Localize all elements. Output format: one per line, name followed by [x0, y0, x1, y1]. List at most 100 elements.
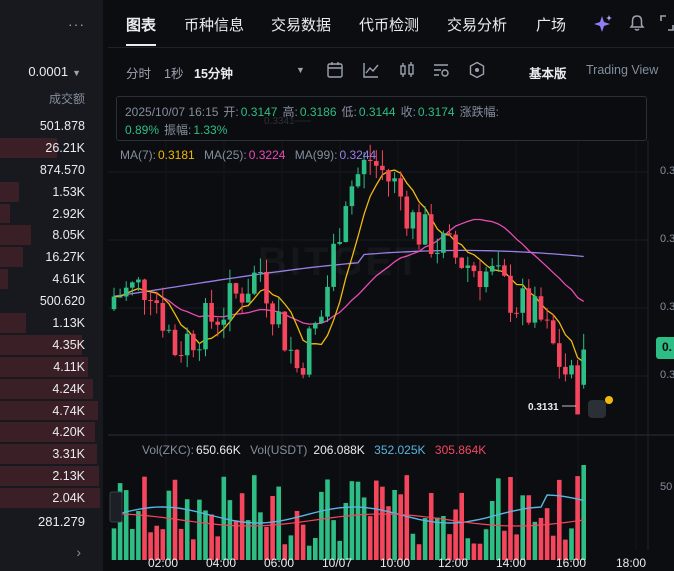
ohlc-datetime: 2025/10/07 16:15 [125, 105, 219, 119]
mode-basic[interactable]: 基本版 [529, 67, 567, 81]
orderbook-row[interactable]: 1.13K [0, 312, 103, 334]
orderbook-value: 26.21K [45, 140, 85, 155]
volume-bar [569, 528, 574, 560]
candle-body [123, 287, 129, 297]
candle-body [526, 288, 532, 323]
precision-select[interactable]: 0.0001 ▼ [28, 64, 81, 79]
calendar-icon[interactable] [326, 61, 344, 79]
orderbook-row[interactable]: 4.24K [0, 378, 103, 400]
candle-body [319, 316, 324, 324]
tab-trade-analysis[interactable]: 交易分析 [447, 17, 508, 34]
depth-bar [0, 334, 83, 355]
volume-bar [300, 524, 306, 560]
candle-body [496, 265, 501, 267]
orderbook-row[interactable]: 2.13K [0, 465, 103, 487]
vol-usdt-label: Vol(USDT) [250, 443, 308, 457]
candle-body [538, 296, 544, 320]
volume-bar [471, 543, 477, 560]
price-axis-label: 0.3 [660, 369, 674, 381]
candle-body [306, 328, 312, 375]
orderbook-row[interactable]: 500.620 [0, 290, 103, 312]
volume-bar [514, 534, 519, 560]
candle-body [361, 159, 367, 175]
candle-body [483, 271, 489, 288]
chart-canvas[interactable]: 0.33410.31310.30.30.30.35002:0004:0006:0… [108, 90, 674, 571]
tab-token-check[interactable]: 代币检测 [359, 17, 420, 34]
tab-square[interactable]: 广场 [536, 17, 567, 34]
volume-bar [367, 516, 373, 560]
candle-body [392, 178, 397, 182]
volume-bar [349, 481, 355, 560]
tab-chart[interactable]: 图表 [126, 17, 157, 34]
orderbook-row[interactable]: 1.53K [0, 181, 103, 203]
volume-bar [557, 479, 562, 560]
orderbook-row[interactable]: 874.570 [0, 159, 103, 181]
tab-coin-info[interactable]: 币种信息 [184, 17, 245, 34]
candle-body [367, 159, 373, 162]
chevron-right-icon[interactable]: › [76, 544, 81, 560]
settings-list-icon[interactable] [432, 61, 450, 79]
ma99-value: 0.3244 [339, 148, 377, 162]
vol-ma2-value: 305.864K [434, 443, 487, 457]
volume-bar [581, 465, 586, 560]
volume-bar [325, 479, 330, 560]
orderbook-row[interactable]: 4.35K [0, 334, 103, 356]
time-axis-label: 14:00 [496, 556, 526, 570]
orderbook-row[interactable]: 8.05K [0, 224, 103, 246]
orderbook-row[interactable]: 4.20K [0, 421, 103, 443]
hexagon-icon[interactable] [468, 61, 486, 79]
orderbook-row[interactable]: 4.74K [0, 400, 103, 422]
bell-icon[interactable] [628, 14, 646, 32]
candle-body [160, 303, 166, 331]
candle-body [227, 283, 233, 320]
candle-body [239, 293, 245, 303]
volume-bar [288, 535, 294, 560]
ma7-value: 0.3181 [158, 148, 195, 162]
timeframe-15m[interactable]: 15分钟 [194, 67, 233, 81]
tab-trade-data[interactable]: 交易数据 [271, 17, 332, 34]
timeframe-line[interactable]: 分时 [126, 67, 152, 81]
volume-bar [227, 500, 233, 560]
orderbook-row[interactable]: 4.61K [0, 268, 103, 290]
volume-bar [166, 490, 172, 560]
ai-sparkle-icon[interactable] [593, 14, 613, 34]
watermark-logo: BITGET [258, 240, 423, 285]
candle-body [325, 286, 330, 317]
orderbook-row[interactable]: 2.04K [0, 487, 103, 509]
time-axis-label: 06:00 [264, 556, 294, 570]
orderbook-row[interactable]: 26.21K [0, 137, 103, 159]
candle-body [166, 329, 172, 331]
volume-bar [154, 525, 159, 560]
volume-bar [532, 521, 538, 560]
orderbook-value: 16.27K [45, 250, 85, 265]
indicator-icon[interactable] [362, 61, 380, 79]
orderbook-row[interactable]: 2.92K [0, 203, 103, 225]
expand-icon[interactable] [660, 15, 674, 31]
orderbook-row[interactable]: 16.27K [0, 246, 103, 268]
timeframe-dropdown-icon[interactable]: ▼ [296, 65, 305, 75]
candle-body [502, 265, 507, 276]
candle-body [215, 321, 220, 325]
candle-type-icon[interactable] [398, 61, 416, 79]
candle-body [447, 233, 452, 235]
time-axis-label: 12:00 [438, 556, 468, 570]
timeframe-1s[interactable]: 1秒 [164, 67, 184, 81]
candle-body [386, 170, 391, 182]
candle-body [313, 323, 318, 329]
time-axis-label: 16:00 [556, 556, 586, 570]
mode-tradingview[interactable]: Trading View [586, 63, 659, 77]
candle-body [209, 303, 214, 322]
volume-bar [361, 497, 367, 560]
orderbook-row[interactable]: 3.31K [0, 443, 103, 465]
volume-bar [252, 475, 257, 560]
amplitude-value: 1.33% [193, 123, 228, 137]
orderbook-row[interactable]: 4.11K [0, 356, 103, 378]
volume-bar [520, 495, 525, 560]
depth-bar [0, 181, 19, 202]
volume-bar [575, 476, 580, 560]
more-icon[interactable]: ··· [68, 16, 85, 32]
volume-bar [483, 529, 489, 560]
candlestick-chart[interactable]: 0.33410.31310.30.30.30.35002:0004:0006:0… [108, 90, 674, 571]
volume-bar [130, 529, 135, 560]
orderbook-row[interactable]: 501.878 [0, 115, 103, 137]
